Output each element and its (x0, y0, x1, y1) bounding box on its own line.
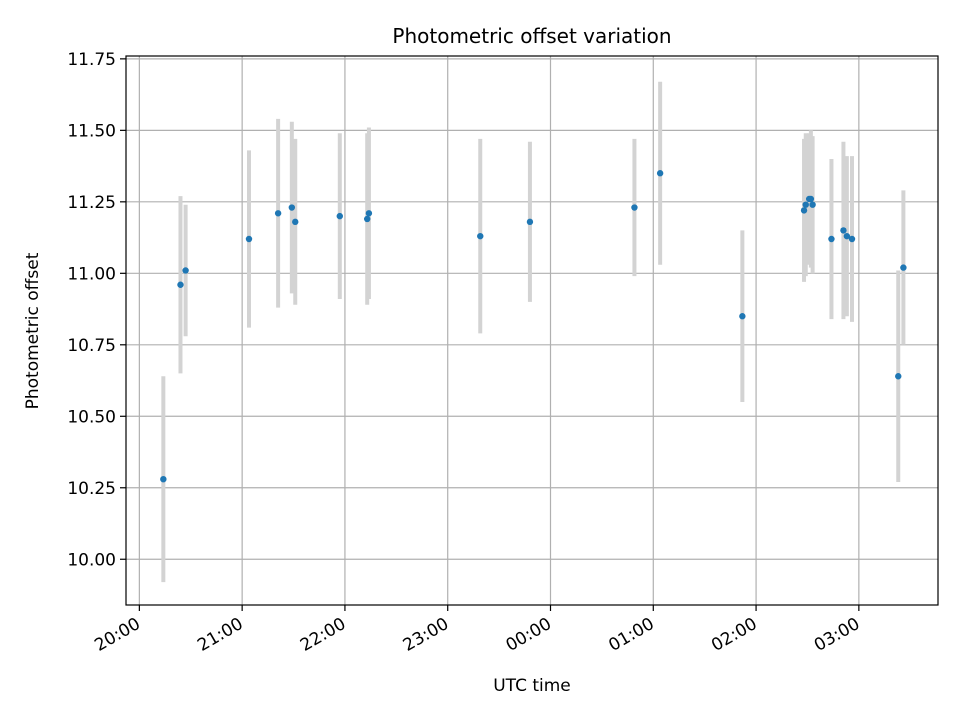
plot-frame (125, 55, 939, 606)
data-point (182, 267, 189, 274)
data-point (900, 264, 907, 271)
data-point (274, 210, 282, 217)
data-point (848, 235, 856, 243)
data-points (160, 170, 907, 483)
data-point (526, 218, 534, 226)
data-point (245, 235, 253, 243)
y-tick-label: 10.25 (67, 479, 116, 499)
data-point (843, 232, 851, 240)
y-tick-label: 10.50 (67, 407, 116, 427)
data-point (840, 227, 847, 234)
data-point (160, 475, 167, 483)
data-point (288, 204, 296, 211)
data-point (800, 207, 808, 214)
data-point (292, 218, 299, 226)
data-point (177, 281, 184, 288)
data-point (807, 195, 815, 203)
chart-title: Photometric offset variation (392, 24, 671, 48)
y-tick-label: 11.25 (67, 193, 116, 213)
data-point (809, 201, 816, 208)
y-tick-label: 11.50 (67, 121, 116, 141)
data-point (802, 201, 809, 208)
y-axis-label: Photometric offset (23, 252, 43, 409)
data-point (656, 170, 664, 177)
data-point (631, 204, 638, 211)
y-tick-label: 10.75 (67, 336, 116, 356)
x-axis-label: UTC time (493, 676, 571, 696)
data-point (828, 235, 835, 243)
data-point (364, 215, 371, 223)
y-axis-ticks: 10.00 10.25 10.50 10.75 11.00 11.25 11.50 11.75 (67, 50, 126, 570)
y-tick-label: 10.00 (67, 550, 116, 570)
data-point (739, 313, 746, 320)
data-point (365, 210, 373, 217)
y-tick-label: 11.75 (67, 50, 116, 70)
y-tick-label: 11.00 (67, 264, 116, 284)
data-point (336, 212, 343, 220)
data-point (895, 373, 902, 380)
data-point (477, 232, 484, 240)
